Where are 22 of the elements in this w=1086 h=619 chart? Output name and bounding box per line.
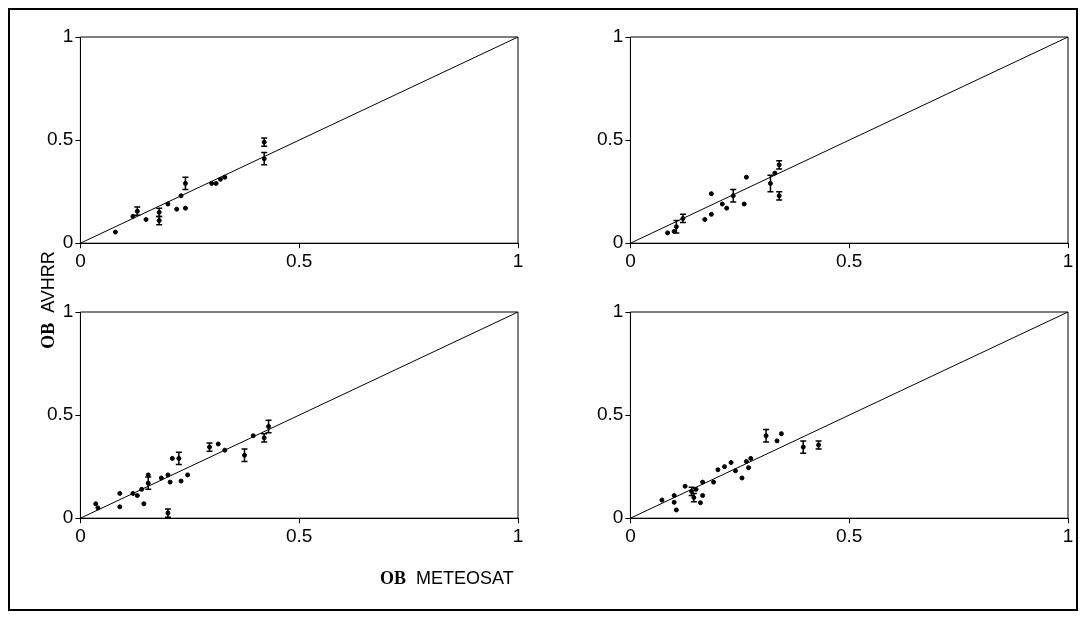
y-tick-label: 0.5 [46, 403, 74, 425]
y-tick-label: 0.5 [46, 128, 74, 150]
x-tick-label: 0.5 [836, 524, 863, 546]
y-tick-label: 1 [612, 300, 624, 322]
y-axis-title: OB AVHRR [38, 251, 59, 349]
y-tick-label: 0.5 [596, 128, 624, 150]
x-tick-label: 1 [1062, 249, 1074, 271]
y-tick-label: 1 [62, 25, 74, 47]
y-tick-label: 0 [612, 231, 624, 253]
x-tick-label: 0.5 [836, 249, 863, 271]
y-tick-label: 0 [62, 506, 74, 528]
y-tick-label: 0 [612, 506, 624, 528]
y-tick-label: 0 [62, 231, 74, 253]
x-tick-label: 0.5 [286, 524, 313, 546]
x-tick-label: 0.5 [286, 249, 313, 271]
y-tick-label: 0.5 [596, 403, 624, 425]
y-tick-label: 1 [62, 300, 74, 322]
x-tick-label: 1 [1062, 524, 1074, 546]
x-tick-label: 1 [512, 249, 524, 271]
x-axis-title: OB METEOSAT [380, 568, 514, 588]
x-tick-label: 1 [512, 524, 524, 546]
y-tick-label: 1 [612, 25, 624, 47]
